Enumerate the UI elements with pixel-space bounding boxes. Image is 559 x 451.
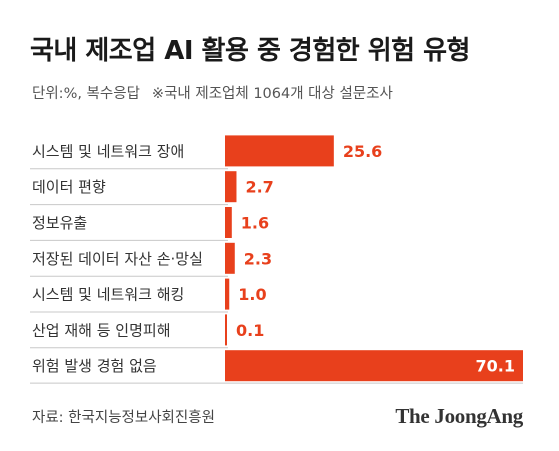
category-label: 저장된 데이터 자산 손·망실 [32, 250, 203, 268]
bar [225, 350, 523, 382]
chart-title: 국내 제조업 AI 활용 중 경험한 위험 유형 [30, 36, 470, 66]
bar [225, 171, 237, 203]
category-label: 산업 재해 등 인명피해 [32, 321, 171, 339]
category-label: 데이터 편향 [32, 178, 106, 196]
category-label: 위험 발생 경험 없음 [32, 357, 157, 375]
bar [225, 135, 334, 167]
unit-note: 단위:%, 복수응답 [32, 86, 140, 102]
category-label: 시스템 및 네트워크 장애 [32, 142, 184, 160]
bar [225, 242, 235, 274]
value-label: 70.1 [476, 357, 515, 376]
value-label: 25.6 [343, 142, 382, 161]
value-label: 2.3 [244, 249, 272, 268]
bar [225, 314, 227, 346]
value-label: 0.1 [236, 321, 264, 340]
value-label: 2.7 [245, 178, 273, 197]
category-label: 정보유출 [32, 214, 87, 232]
value-label: 1.0 [238, 285, 266, 304]
bar [225, 207, 232, 238]
publisher-logo: The JoongAng [395, 404, 523, 428]
category-label: 시스템 및 네트워크 해킹 [32, 286, 184, 304]
value-label: 1.6 [241, 214, 269, 233]
bar [225, 278, 230, 310]
chart-subtitle: 단위:%, 복수응답 ※국내 제조업체 1064개 대상 설문조사 [32, 82, 393, 103]
source-note: 자료: 한국지능정보사회진흥원 [32, 410, 215, 426]
survey-note: ※국내 제조업체 1064개 대상 설문조사 [151, 86, 393, 102]
